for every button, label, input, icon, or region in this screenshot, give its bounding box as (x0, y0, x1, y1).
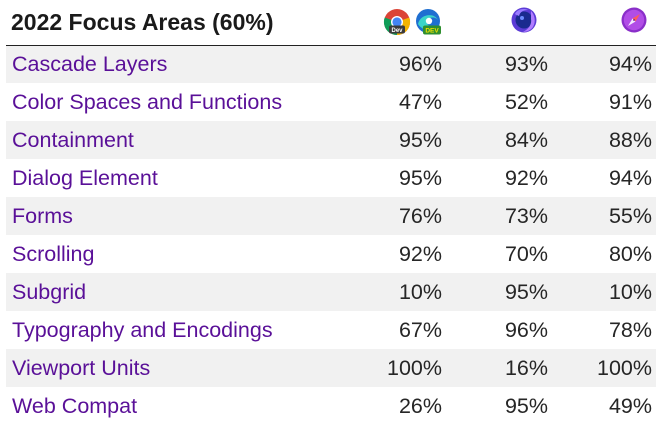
focus-area-link[interactable]: Typography and Encodings (12, 317, 273, 342)
focus-areas-table: 2022 Focus Areas (60%) Dev (6, 0, 656, 425)
focus-area-link[interactable]: Viewport Units (12, 355, 151, 380)
focus-area-link[interactable]: Web Compat (12, 393, 138, 418)
score-firefox: 70% (504, 241, 548, 266)
table-row: Forms 76% 73% 55% (6, 197, 656, 235)
score-safari: 49% (608, 393, 652, 418)
table-row: Viewport Units 100% 16% 100% (6, 349, 656, 387)
score-safari: 78% (608, 317, 652, 342)
edge-dev-icon: DEV (414, 8, 442, 36)
score-firefox: 92% (504, 165, 548, 190)
score-chrome-edge: 47% (398, 89, 442, 114)
header-browser-firefox (446, 0, 552, 46)
score-firefox: 84% (504, 127, 548, 152)
score-safari: 55% (608, 203, 652, 228)
score-safari: 80% (608, 241, 652, 266)
score-chrome-edge: 76% (398, 203, 442, 228)
score-safari: 88% (608, 127, 652, 152)
table-row: Cascade Layers 96% 93% 94% (6, 45, 656, 83)
score-safari: 94% (608, 51, 652, 76)
table-header-row: 2022 Focus Areas (60%) Dev (6, 0, 656, 46)
score-chrome-edge: 95% (398, 165, 442, 190)
table-title: 2022 Focus Areas (60%) (6, 0, 336, 46)
focus-area-link[interactable]: Forms (12, 203, 73, 228)
score-chrome-edge: 95% (398, 127, 442, 152)
score-firefox: 93% (504, 51, 548, 76)
score-safari: 91% (608, 89, 652, 114)
table-row: Typography and Encodings 67% 96% 78% (6, 311, 656, 349)
score-firefox: 96% (504, 317, 548, 342)
score-safari: 100% (597, 355, 652, 380)
header-browser-chrome-edge: Dev DEV (336, 0, 446, 46)
score-chrome-edge: 96% (398, 51, 442, 76)
score-firefox: 16% (504, 355, 548, 380)
score-firefox: 73% (504, 203, 548, 228)
score-safari: 94% (608, 165, 652, 190)
table-row: Scrolling 92% 70% 80% (6, 235, 656, 273)
focus-area-link[interactable]: Subgrid (12, 279, 87, 304)
score-firefox: 52% (504, 89, 548, 114)
table-row: Containment 95% 84% 88% (6, 121, 656, 159)
score-chrome-edge: 10% (398, 279, 442, 304)
score-chrome-edge: 26% (398, 393, 442, 418)
score-chrome-edge: 92% (398, 241, 442, 266)
score-chrome-edge: 67% (398, 317, 442, 342)
focus-area-link[interactable]: Dialog Element (12, 165, 158, 190)
score-firefox: 95% (504, 393, 548, 418)
score-chrome-edge: 100% (387, 355, 442, 380)
focus-area-link[interactable]: Containment (12, 127, 134, 152)
table-row: Dialog Element 95% 92% 94% (6, 159, 656, 197)
table-row: Subgrid 10% 95% 10% (6, 273, 656, 311)
score-firefox: 95% (504, 279, 548, 304)
table-row: Color Spaces and Functions 47% 52% 91% (6, 83, 656, 121)
score-safari: 10% (608, 279, 652, 304)
chrome-dev-badge: Dev (391, 28, 403, 34)
table-row: Web Compat 26% 95% 49% (6, 387, 656, 425)
chrome-dev-icon: Dev (383, 8, 411, 36)
edge-dev-badge: DEV (425, 28, 439, 35)
safari-technology-preview-icon (620, 6, 648, 34)
focus-area-link[interactable]: Color Spaces and Functions (12, 89, 283, 114)
focus-area-link[interactable]: Cascade Layers (12, 51, 168, 76)
header-browser-safari (552, 0, 656, 46)
firefox-nightly-icon (510, 6, 538, 34)
focus-area-link[interactable]: Scrolling (12, 241, 95, 266)
